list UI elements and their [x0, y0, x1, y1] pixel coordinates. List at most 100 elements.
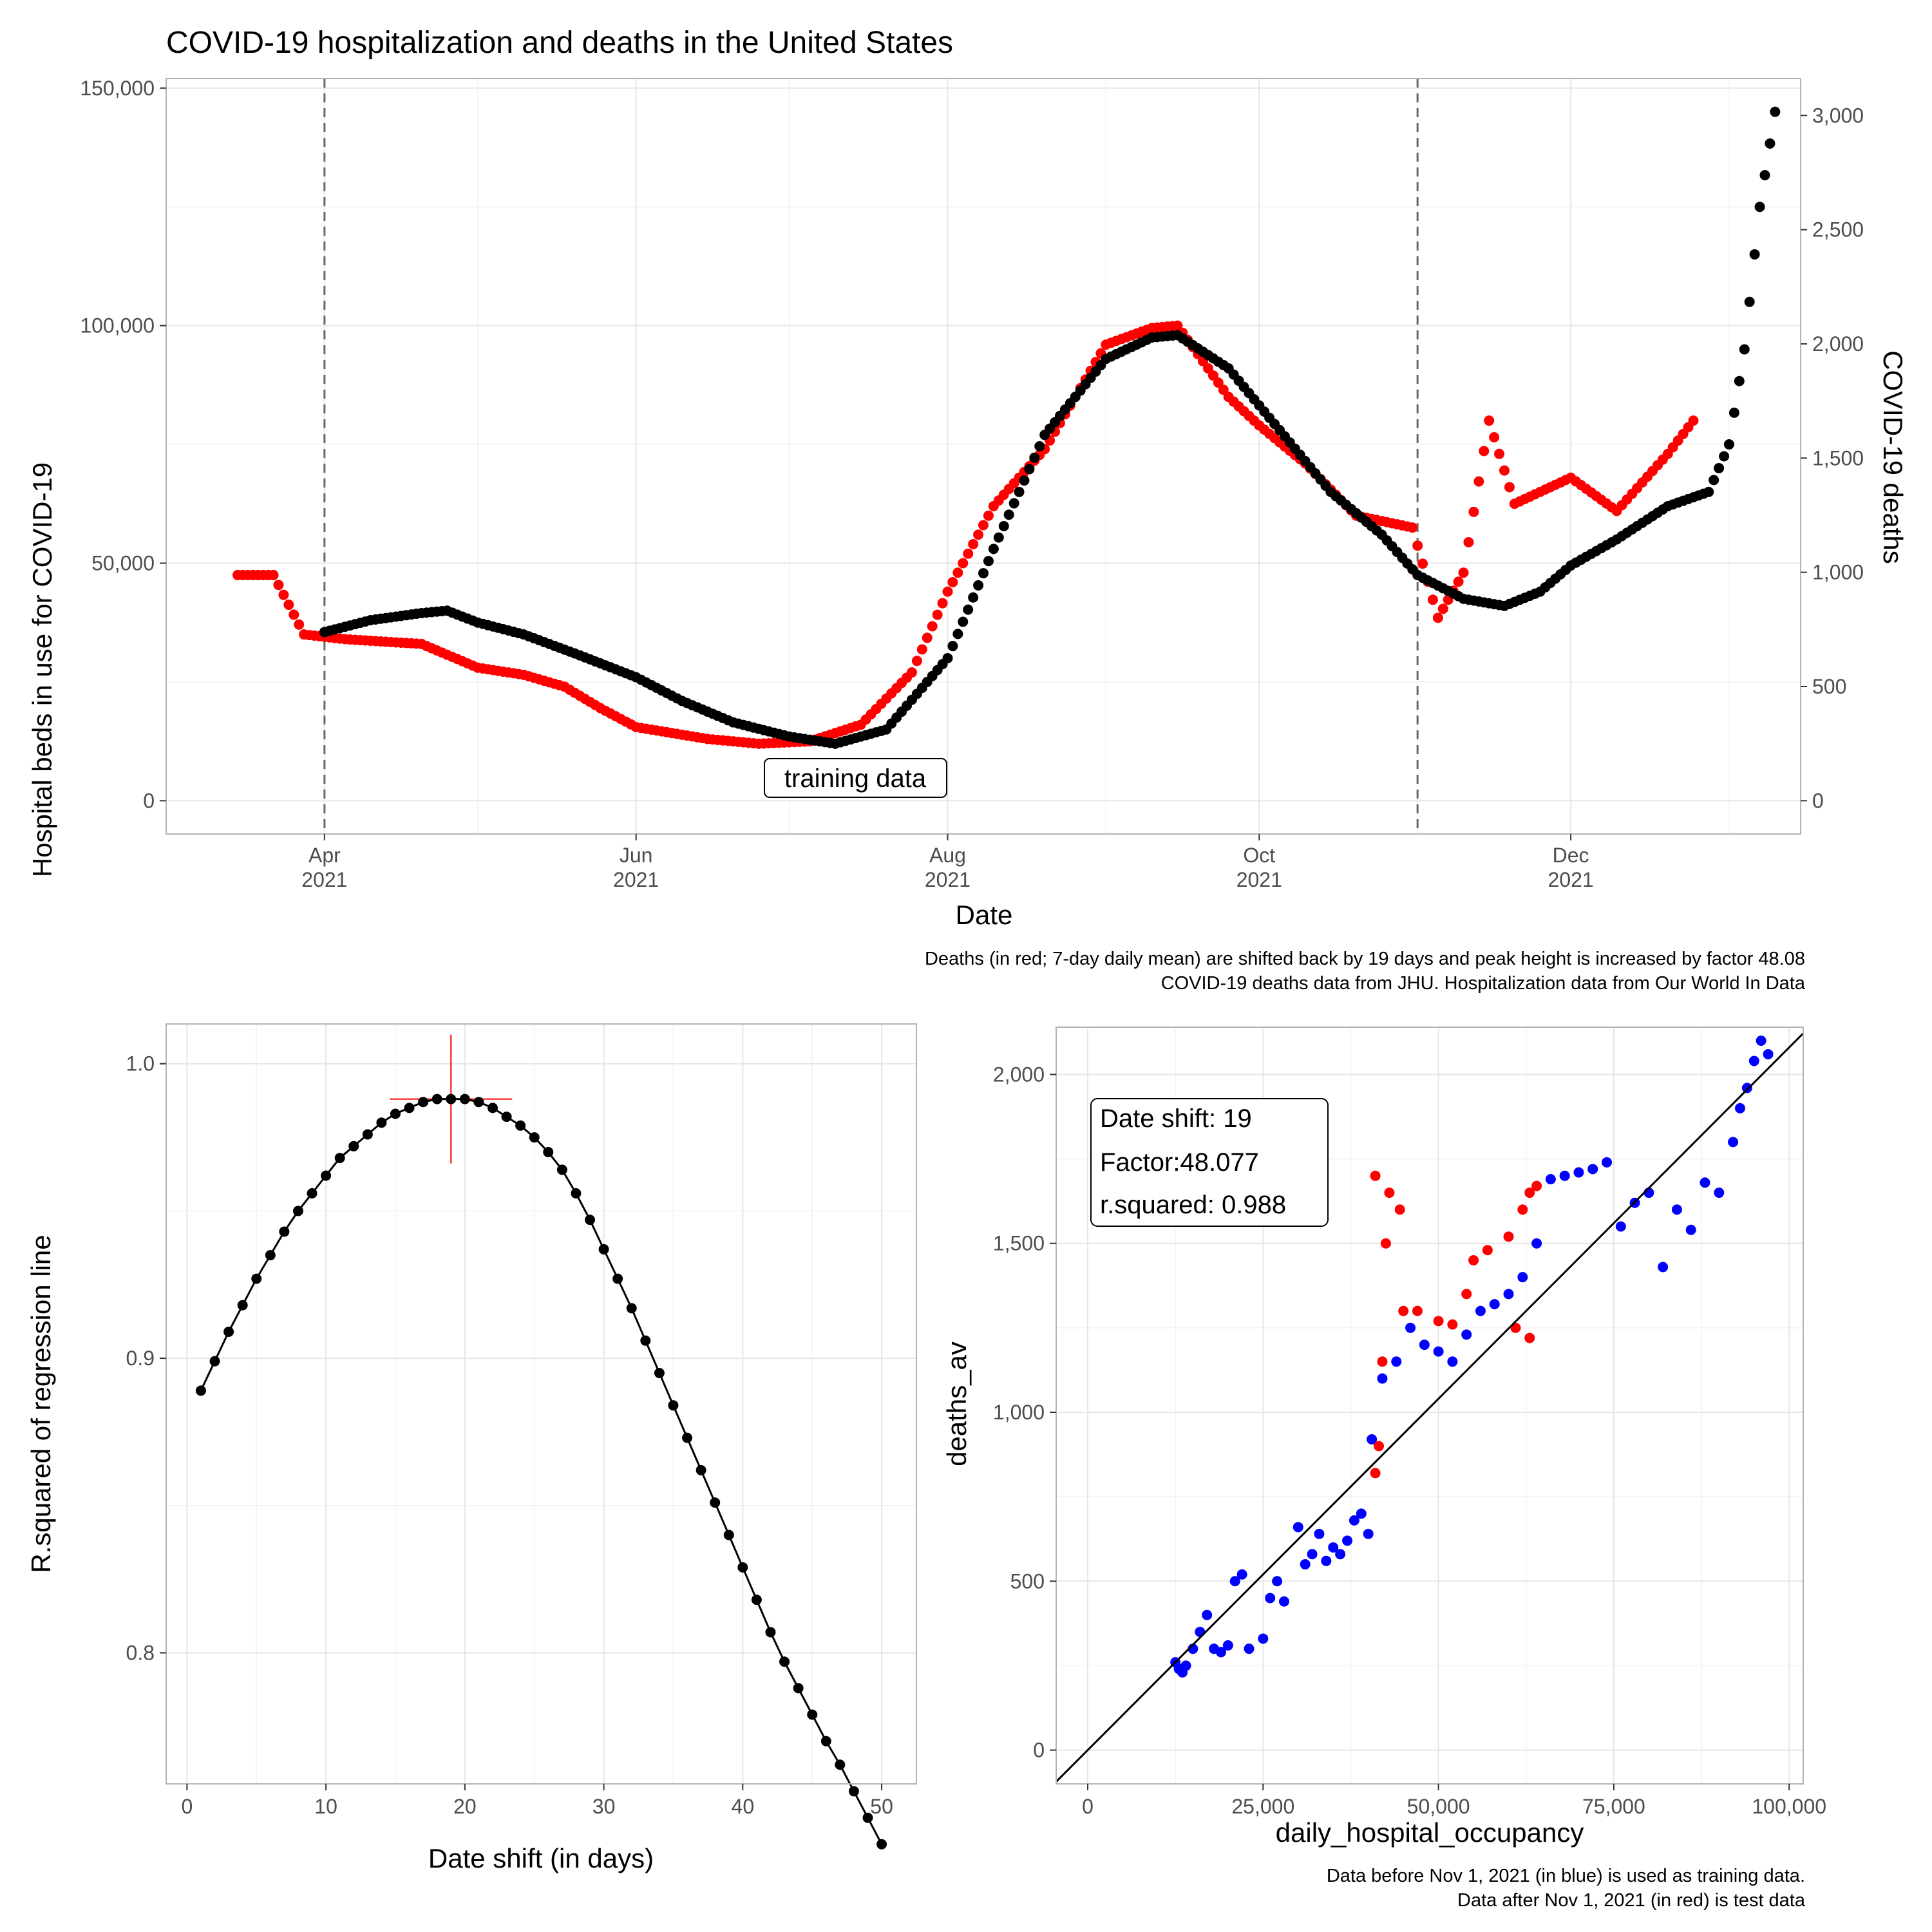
stats-factor: Factor:48.077 [1100, 1148, 1259, 1177]
rsquared-point [487, 1103, 498, 1113]
br-y-tick-label: 1,000 [993, 1401, 1045, 1424]
rsquared-point [543, 1146, 554, 1157]
rsquared-chart: 0.8 0.9 1.0 0 10 20 30 40 50 Date shift (in day… [26, 1023, 917, 1873]
training-point [1531, 1238, 1542, 1249]
stats-box [1090, 1098, 1329, 1227]
hospital-point [983, 556, 994, 567]
rsquared-point [376, 1117, 387, 1128]
rsquared-point [446, 1094, 457, 1104]
rsquared-point [362, 1129, 373, 1140]
br-y-axis-title: deaths_av [942, 1341, 972, 1466]
hospital-point [1723, 439, 1734, 450]
hospital-point [973, 580, 984, 591]
deaths-point [268, 569, 279, 580]
rsquared-point [626, 1303, 637, 1314]
deaths-point [1218, 384, 1229, 395]
rsquared-point [876, 1839, 887, 1850]
br-x-tick-label: 50,000 [1407, 1795, 1470, 1818]
hospital-point [1770, 106, 1781, 117]
test-points [1370, 1170, 1542, 1479]
training-point [1748, 1056, 1759, 1066]
top-y2-tick-label: 2,500 [1812, 218, 1864, 242]
hospital-point [1739, 344, 1750, 355]
training-point [1349, 1515, 1359, 1526]
stats-annotation: Date shift: 19 Factor:48.077 r.squared: … [1090, 1098, 1329, 1227]
hospital-point [958, 616, 969, 627]
deaths-point [1172, 320, 1183, 331]
deaths-point [968, 538, 979, 549]
br-y-tick-label: 0 [1033, 1739, 1045, 1762]
rsquared-point [668, 1400, 679, 1411]
training-point [1367, 1434, 1378, 1444]
rsquared-point [321, 1170, 332, 1181]
rsquared-point [696, 1464, 706, 1475]
training-point [1503, 1289, 1514, 1300]
deaths-point [1437, 603, 1448, 614]
deaths-point [1479, 446, 1490, 457]
deaths-point [294, 619, 305, 630]
training-point [1559, 1170, 1570, 1181]
hospital-point [1749, 249, 1760, 260]
training-point [1602, 1157, 1613, 1168]
rsquared-point [334, 1153, 345, 1164]
deaths-point [1427, 594, 1438, 605]
rsquared-point [737, 1562, 748, 1573]
test-point [1433, 1316, 1444, 1327]
top-y2-tick-label: 3,000 [1812, 104, 1864, 127]
top-x-tick-year: 2021 [613, 868, 659, 891]
bl-x-tick-label: 0 [181, 1795, 193, 1818]
rsquared-point [710, 1497, 721, 1508]
deaths-point [927, 621, 938, 632]
hospital-point [1714, 462, 1725, 473]
training-point [1229, 1576, 1240, 1587]
deaths-point [1412, 540, 1423, 551]
deaths-point [932, 609, 943, 620]
deaths-point [283, 600, 294, 611]
rsquared-point [209, 1356, 220, 1367]
test-point [1370, 1468, 1381, 1479]
deaths-point [1213, 377, 1224, 388]
training-point [1215, 1647, 1226, 1658]
rsquared-point [459, 1094, 470, 1104]
deaths-point [958, 558, 969, 569]
test-point [1468, 1255, 1479, 1265]
hospital-point [963, 604, 974, 615]
deaths-point [1499, 465, 1510, 476]
training-point [1756, 1035, 1766, 1046]
hospital-point [1014, 486, 1025, 497]
bl-x-tick-label: 30 [592, 1795, 616, 1818]
top-y2-axis-title: COVID-19 deaths [1878, 350, 1908, 564]
br-x-tick-label: 75,000 [1582, 1795, 1645, 1818]
training-point [1517, 1272, 1528, 1283]
rsquared-point [654, 1367, 665, 1378]
deaths-point [942, 586, 953, 597]
stats-date-shift: Date shift: 19 [1100, 1104, 1252, 1133]
top-x-axis-title: Date [956, 900, 1013, 930]
deaths-point [911, 656, 922, 667]
training-point [1328, 1542, 1339, 1553]
hospital-point [1728, 407, 1739, 418]
hospital-point [942, 653, 953, 664]
deaths-point [1208, 370, 1218, 381]
rsquared-point [515, 1120, 526, 1131]
deaths-point [1202, 363, 1213, 374]
rsquared-point [418, 1097, 429, 1108]
br-y-tick-label: 500 [1010, 1569, 1045, 1593]
deaths-point [1494, 448, 1505, 459]
br-y-tick-label: 1,500 [993, 1232, 1045, 1255]
rsquared-point [612, 1273, 623, 1284]
br-x-tick-label: 0 [1082, 1795, 1094, 1818]
top-x-tick-year: 2021 [1548, 868, 1594, 891]
deaths-point [1484, 415, 1495, 426]
rsquared-point [390, 1108, 401, 1119]
rsquared-point [598, 1244, 609, 1255]
annotation-label: training data [784, 764, 927, 793]
hospital-point [998, 520, 1009, 531]
training-point [1377, 1373, 1388, 1384]
bl-x-tick-label: 50 [870, 1795, 893, 1818]
hospital-beds-series [319, 106, 1781, 749]
rsquared-point [279, 1226, 290, 1237]
training-point [1685, 1224, 1696, 1235]
hospital-point [1019, 475, 1030, 486]
bl-panel-border [166, 1023, 917, 1785]
